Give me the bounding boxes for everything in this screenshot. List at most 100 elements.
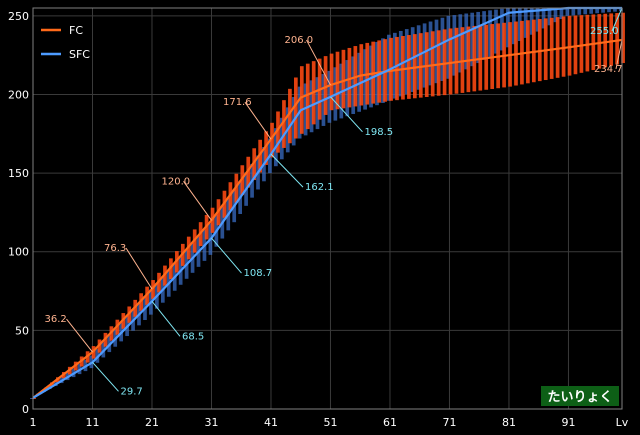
range-bar-fc xyxy=(323,56,328,115)
range-bar-fc xyxy=(603,13,608,68)
range-bar-fc xyxy=(609,13,614,66)
range-bar-fc xyxy=(430,31,435,97)
range-bar-fc xyxy=(252,148,257,181)
range-bar-sfc xyxy=(511,8,516,45)
range-bar-sfc xyxy=(482,11,486,60)
range-bar-fc xyxy=(282,100,286,148)
annotation-label-sfc: 198.5 xyxy=(364,127,393,138)
range-bar-fc xyxy=(240,165,245,196)
range-bar-sfc xyxy=(613,8,617,12)
range-bar-sfc xyxy=(571,8,576,16)
annotation-leader xyxy=(611,7,623,32)
legend-label-sfc: SFC xyxy=(69,48,90,61)
range-bar-fc xyxy=(407,35,411,99)
x-tick-label: 71 xyxy=(442,416,456,429)
range-bar-fc xyxy=(412,34,417,99)
annotation-label-fc: 234.7 xyxy=(594,64,623,75)
annotation-label-sfc: 162.1 xyxy=(305,182,334,193)
range-bar-fc xyxy=(591,14,596,71)
range-bar-sfc xyxy=(517,8,522,42)
range-bar-fc xyxy=(299,66,304,134)
range-bar-fc xyxy=(621,12,625,64)
range-bar-sfc xyxy=(369,45,373,108)
range-bar-sfc xyxy=(607,8,611,13)
range-bar-fc xyxy=(276,111,280,153)
range-bar-fc xyxy=(597,14,602,69)
range-bar-fc xyxy=(466,26,471,93)
data-annotations: 36.2 76.3 120.0 171.6 206.0 234.7 29.7 68.5 108.… xyxy=(44,7,623,397)
x-tick-label: 91 xyxy=(561,416,575,429)
annotation-leader xyxy=(330,96,363,133)
range-bar-fc xyxy=(579,15,584,73)
range-bar-fc xyxy=(395,36,399,101)
annotation-label-sfc: 68.5 xyxy=(182,331,204,342)
range-bar-sfc xyxy=(494,9,498,54)
y-tick-label: 0 xyxy=(22,403,29,416)
plot-border xyxy=(32,7,623,410)
annotation-label-fc: 206.0 xyxy=(284,35,313,46)
annotation-label-sfc: 108.7 xyxy=(243,268,272,279)
range-bar-fc xyxy=(585,14,590,72)
stat-badge: たいりょく xyxy=(541,386,619,406)
range-bar-sfc xyxy=(553,8,558,23)
range-bar-fc xyxy=(335,51,340,110)
range-bar-sfc xyxy=(529,8,534,35)
range-bar-fc xyxy=(294,77,298,139)
range-bar-fc xyxy=(454,27,459,94)
legend: FC SFC xyxy=(41,24,90,61)
x-axis-end-label: Lv xyxy=(616,416,629,429)
legend-label-fc: FC xyxy=(69,24,83,37)
range-bar-sfc xyxy=(589,8,594,14)
range-bar-sfc xyxy=(422,23,427,88)
range-bar-fc xyxy=(288,88,292,144)
range-bar-sfc xyxy=(488,10,492,57)
range-bar-sfc xyxy=(416,25,421,90)
x-tick-label: 31 xyxy=(204,416,218,429)
range-bar-sfc xyxy=(476,11,480,64)
range-bar-fc xyxy=(567,15,572,76)
annotation-leader xyxy=(125,247,153,290)
series-line-sfc xyxy=(32,6,622,399)
stat-badge-label: たいりょく xyxy=(547,390,612,405)
y-tick-label: 200 xyxy=(8,88,29,101)
annotation-label-fc: 171.6 xyxy=(223,97,252,108)
range-bar-sfc xyxy=(559,8,564,20)
annotation-label-fc: 120.0 xyxy=(161,176,190,187)
range-bar-fc xyxy=(329,53,334,111)
y-tick-label: 100 xyxy=(8,246,29,259)
range-bar-fc xyxy=(573,15,578,75)
range-bar-fc xyxy=(615,13,619,65)
range-bar-sfc xyxy=(440,17,445,81)
range-bar-sfc xyxy=(452,15,457,76)
range-bar-sfc xyxy=(523,8,528,38)
range-bar-sfc xyxy=(357,52,361,112)
annotation-leader xyxy=(66,318,93,353)
range-bar-sfc xyxy=(363,49,367,110)
range-bar-fc xyxy=(305,63,310,130)
annotation-leader xyxy=(183,181,212,221)
range-bar-fc xyxy=(472,25,477,92)
range-bar-fc xyxy=(424,32,429,98)
range-bar-fc xyxy=(549,17,554,79)
range-bar-sfc xyxy=(506,8,510,48)
annotation-leader xyxy=(244,101,272,140)
y-tick-label: 50 xyxy=(15,324,29,337)
range-bar-fc xyxy=(341,49,346,109)
x-tick-label: 41 xyxy=(264,416,278,429)
range-bar-sfc xyxy=(30,397,34,399)
range-bar-fc xyxy=(401,35,405,100)
range-bar-sfc xyxy=(410,27,415,92)
range-bar-sfc xyxy=(535,8,540,32)
range-bar-sfc xyxy=(446,15,451,79)
range-bar-sfc xyxy=(303,83,308,136)
y-tick-label: 250 xyxy=(8,10,29,23)
range-bar-fc xyxy=(151,280,155,299)
range-bar-fc xyxy=(448,28,453,95)
range-bar-sfc xyxy=(595,8,599,14)
range-bar-fc xyxy=(460,27,465,93)
range-bar-fc xyxy=(264,131,268,165)
x-tick-label: 11 xyxy=(85,416,99,429)
annotation-leader xyxy=(270,153,304,188)
